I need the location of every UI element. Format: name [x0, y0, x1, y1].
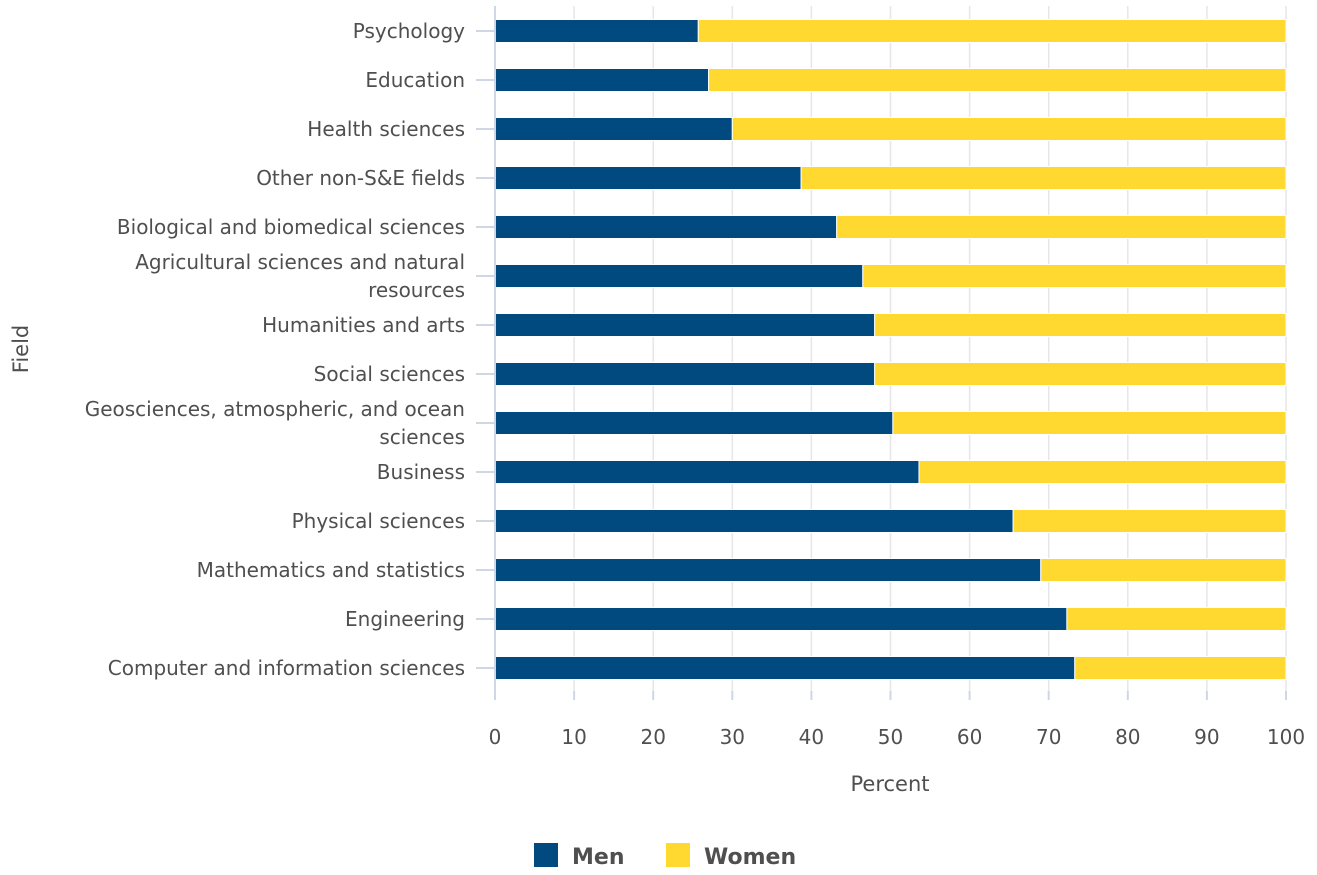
bar-women — [708, 68, 1287, 92]
bar-men — [494, 68, 710, 92]
bar-women — [1040, 558, 1287, 582]
legend: Men Women — [534, 843, 796, 870]
gridlines — [573, 6, 1287, 691]
x-tick-label: 0 — [489, 725, 502, 749]
x-axis-title: Percent — [850, 772, 929, 796]
y-axis-title: Field — [9, 325, 33, 373]
bar-women — [892, 411, 1287, 435]
legend-label-men: Men — [572, 845, 624, 870]
x-tick-label: 50 — [878, 725, 903, 749]
category-label: Mathematics and statistics — [197, 558, 465, 582]
bar-men — [494, 362, 876, 386]
x-tick-label: 90 — [1194, 725, 1219, 749]
bar-women — [800, 166, 1287, 190]
x-tick-label: 30 — [720, 725, 745, 749]
x-tick-label: 20 — [640, 725, 665, 749]
bar-women — [874, 313, 1287, 337]
bar-men — [494, 117, 733, 141]
x-tick-label: 40 — [799, 725, 824, 749]
x-tick-labels: 0 10 20 30 40 50 60 70 80 90 100 — [489, 725, 1305, 749]
x-tick-label: 100 — [1267, 725, 1305, 749]
bar-men — [494, 19, 699, 43]
bar-women — [918, 460, 1287, 484]
category-label: Education — [365, 68, 465, 92]
bar-women — [697, 19, 1287, 43]
bar-men — [494, 215, 838, 239]
category-label: Other non-S&E fields — [256, 166, 465, 190]
bar-men — [494, 313, 876, 337]
category-label: Physical sciences — [292, 509, 465, 533]
category-labels: Psychology Education Health sciences Other … — [85, 19, 465, 680]
category-label: Biological and biomedical sciences — [117, 215, 465, 239]
x-tick-label: 10 — [561, 725, 586, 749]
x-tick-label: 70 — [1036, 725, 1061, 749]
category-label: Business — [377, 460, 465, 484]
bar-women — [862, 264, 1287, 288]
legend-swatch-men — [534, 843, 558, 867]
bar-women — [1012, 509, 1287, 533]
bar-men — [494, 411, 894, 435]
legend-swatch-women — [666, 843, 690, 867]
bar-men — [494, 656, 1076, 680]
bar-women — [731, 117, 1287, 141]
category-label: Engineering — [345, 607, 465, 631]
category-label: Humanities and arts — [262, 313, 465, 337]
bar-women — [836, 215, 1287, 239]
bar-men — [494, 509, 1014, 533]
legend-label-women: Women — [704, 845, 796, 870]
bar-women — [874, 362, 1287, 386]
category-label: Computer and information sciences — [108, 656, 465, 680]
category-label: Social sciences — [314, 362, 465, 386]
bar-women — [1074, 656, 1287, 680]
bar-women — [1066, 607, 1287, 631]
axes — [476, 6, 1287, 700]
bars — [494, 19, 1287, 680]
x-tick-label: 60 — [957, 725, 982, 749]
category-label: Health sciences — [307, 117, 465, 141]
x-tick-label: 80 — [1115, 725, 1140, 749]
bar-men — [494, 166, 802, 190]
bar-men — [494, 264, 864, 288]
bar-men — [494, 460, 920, 484]
bar-men — [494, 607, 1068, 631]
category-label: Agricultural sciences and natural resourc… — [135, 250, 465, 302]
category-label: Psychology — [353, 19, 465, 43]
category-label: Geosciences, atmospheric, and ocean scien… — [85, 397, 465, 449]
bar-men — [494, 558, 1042, 582]
